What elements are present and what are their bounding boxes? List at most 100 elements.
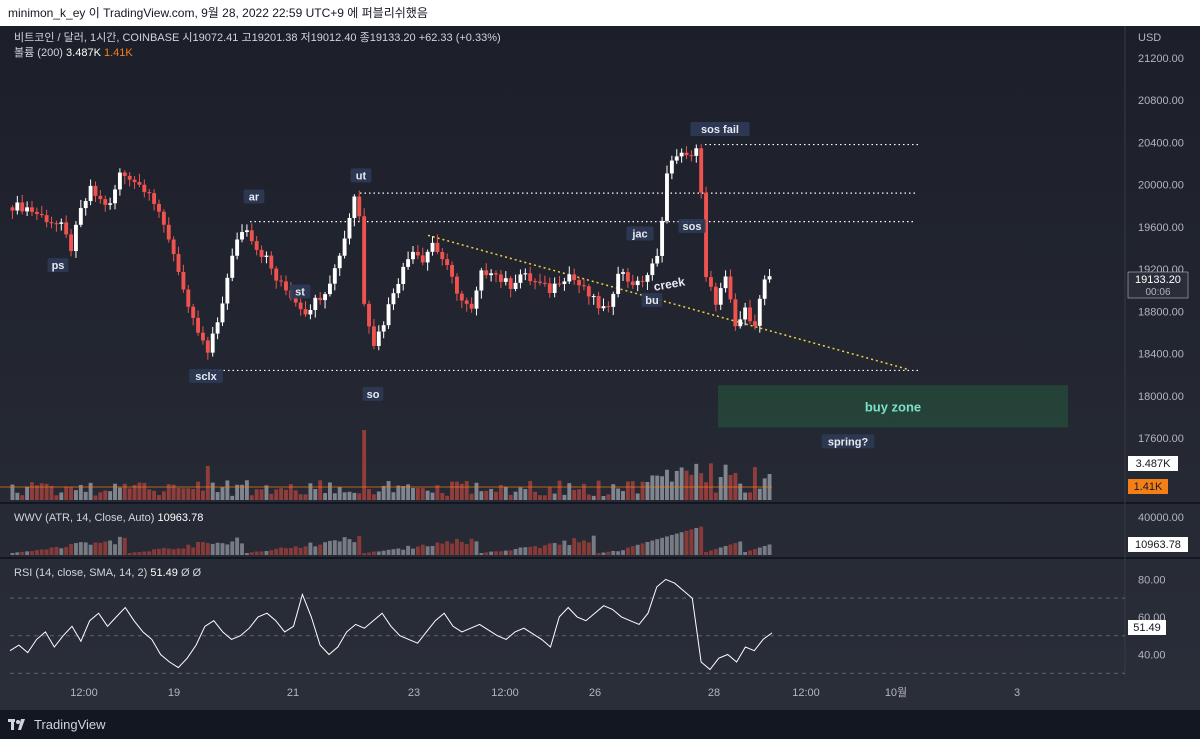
- candle-body: [752, 321, 757, 326]
- candle-body: [665, 173, 669, 221]
- annotation-bg-so: [362, 386, 384, 401]
- buy-zone-rect[interactable]: [718, 385, 1068, 428]
- wwv-bar: [415, 546, 420, 555]
- candle-body: [49, 222, 54, 224]
- volume-bar: [298, 494, 303, 500]
- volume-bar: [723, 464, 728, 500]
- candle-body: [743, 307, 748, 320]
- volume-bar: [25, 486, 30, 500]
- price-tick: 21200.00: [1138, 53, 1184, 65]
- wwv-bar: [494, 551, 498, 555]
- candles: [10, 143, 772, 360]
- svg-text:볼륨 (200) 3.487K 1.41K: 볼륨 (200) 3.487K 1.41K: [14, 46, 133, 59]
- wwv-bar: [254, 551, 259, 555]
- candle-body: [611, 293, 616, 307]
- volume-bar: [264, 485, 269, 500]
- volume-bar: [142, 482, 147, 500]
- volume-bar: [122, 483, 127, 500]
- volume-bar: [34, 485, 39, 500]
- volume-bar: [166, 484, 171, 500]
- wwv-bar: [640, 543, 645, 555]
- wwv-bar: [39, 549, 44, 555]
- candle-body: [284, 281, 288, 291]
- candle-body: [279, 280, 284, 282]
- wwv-bar: [684, 530, 689, 555]
- candle-body: [640, 280, 645, 282]
- wwv-bar: [117, 536, 122, 555]
- wwv-bar: [328, 540, 332, 555]
- volume-bar: [440, 493, 445, 500]
- candle-body: [113, 189, 117, 204]
- chart-area[interactable]: 비트코인 / 달러, 1시간, COINBASE 시19072.41 고1920…: [0, 26, 1200, 710]
- candle-body: [225, 277, 230, 304]
- rsi-tick: 40.00: [1138, 649, 1166, 661]
- candle-body: [508, 278, 513, 289]
- candle-body: [303, 309, 308, 315]
- wwv-bar: [152, 549, 157, 555]
- candle-body: [523, 273, 528, 275]
- time-axis[interactable]: 12:00 19 21 23 12:00 26 28 12:00 10월 3: [70, 686, 1020, 699]
- volume-bar: [533, 491, 538, 500]
- candle-body: [259, 249, 264, 257]
- candle-body: [674, 156, 679, 161]
- volume-bar: [445, 495, 450, 500]
- candle-body: [381, 325, 386, 332]
- wwv-bar: [269, 550, 274, 555]
- volume-bar: [132, 484, 137, 500]
- candle-body: [362, 216, 367, 304]
- creek-trendline[interactable]: [427, 234, 909, 371]
- annotation-sos: sos: [683, 221, 702, 233]
- price-tick: 19600.00: [1138, 222, 1184, 234]
- candle-body: [357, 196, 362, 217]
- candle-body: [650, 263, 655, 276]
- wwv-bar: [215, 542, 220, 555]
- volume-bar: [15, 492, 20, 500]
- wwv-bar: [572, 538, 577, 555]
- candle-body: [630, 281, 635, 286]
- volume-bar: [591, 495, 596, 500]
- wwv-bar: [371, 551, 376, 555]
- volume-bar: [362, 430, 367, 500]
- volume-bar: [728, 475, 733, 500]
- price-tick: 20000.00: [1138, 180, 1184, 192]
- candle-body: [313, 297, 318, 311]
- candle-body: [137, 182, 142, 185]
- volume-bar: [113, 483, 117, 500]
- volume-bar: [743, 492, 748, 500]
- volume-bar: [274, 489, 279, 500]
- candle-body: [337, 255, 342, 269]
- wwv-bar: [665, 536, 669, 555]
- volume-bar: [293, 490, 298, 500]
- candle-body: [230, 255, 235, 278]
- volume-bar: [244, 480, 249, 500]
- volume-bar: [147, 489, 152, 500]
- volume-bar: [508, 494, 513, 500]
- wwv-bar: [166, 548, 171, 555]
- candle-body: [709, 277, 713, 287]
- wwv-bar: [484, 552, 489, 555]
- candle-body: [635, 280, 640, 286]
- volume-bar: [259, 489, 264, 500]
- wwv-bar: [137, 552, 142, 555]
- wwv-bar: [489, 551, 494, 555]
- candle-body: [464, 300, 469, 304]
- wwv-bar: [332, 540, 337, 555]
- wwv-bar: [625, 547, 630, 555]
- time-tick: 12:00: [792, 687, 820, 699]
- volume-bar: [103, 490, 108, 500]
- candle-body: [249, 230, 254, 242]
- price-tick: 18400.00: [1138, 349, 1184, 361]
- wwv-bar: [709, 550, 713, 555]
- volume-bar: [332, 493, 337, 500]
- candle-body: [318, 297, 323, 301]
- price-axis[interactable]: 21200.00 20800.00 20400.00 20000.00 19600.00…: [1138, 53, 1184, 445]
- wwv-bar: [503, 550, 508, 555]
- wwv-bar: [59, 548, 64, 555]
- candle-body: [391, 293, 396, 305]
- wwv-bars: [10, 526, 772, 555]
- wwv-bar: [611, 550, 616, 555]
- volume-bar: [582, 483, 586, 500]
- countdown: 00:06: [1145, 287, 1170, 298]
- volume-bar: [684, 470, 689, 500]
- candle-body: [503, 278, 508, 282]
